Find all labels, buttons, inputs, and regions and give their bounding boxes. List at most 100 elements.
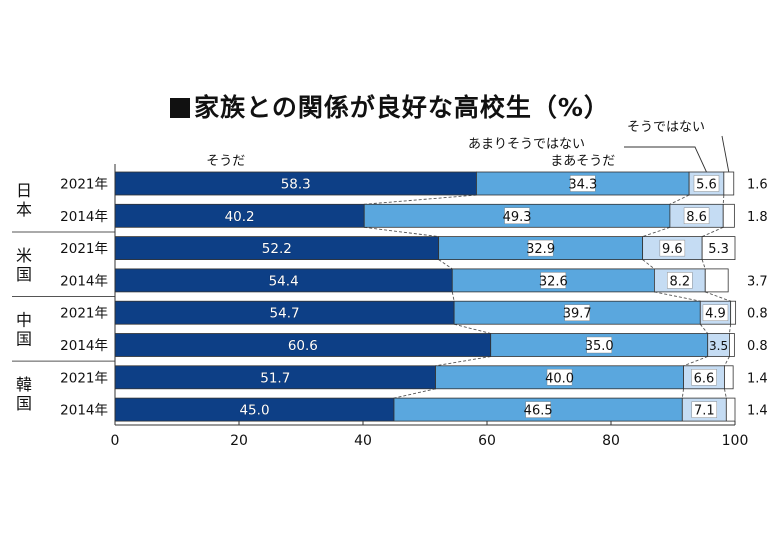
- data-label: 32.9: [526, 242, 555, 257]
- country-label-char: 米: [16, 246, 32, 265]
- x-tick-label: 60: [478, 433, 496, 449]
- chart-title: 家族との関係が良好な高校生（%）: [0, 88, 780, 124]
- data-label: 32.6: [539, 274, 568, 289]
- row-year-label: 2014年: [60, 209, 108, 225]
- bar-segment: [722, 203, 735, 228]
- country-label-char: 国: [16, 329, 32, 348]
- connector-line: [681, 388, 684, 399]
- row-year-label: 2014年: [60, 403, 108, 419]
- bar-segment: [729, 333, 735, 357]
- row-year-label: 2021年: [60, 370, 108, 386]
- data-label: 8.6: [686, 210, 707, 225]
- country-label-char: 韓: [16, 375, 32, 394]
- data-label-box: [702, 304, 729, 321]
- data-label: 1.8: [747, 210, 768, 225]
- legend-label: そうではない: [627, 120, 705, 135]
- connector-line: [364, 194, 477, 205]
- connector-line: [435, 356, 491, 367]
- data-label: 46.5: [524, 404, 553, 419]
- data-label: 34.3: [568, 178, 597, 193]
- country-label-char: 国: [16, 265, 32, 284]
- data-label: 7.1: [694, 404, 715, 419]
- legend-leader-line: [624, 146, 707, 173]
- row-year-label: 2014年: [60, 273, 108, 289]
- data-label: 54.4: [269, 273, 299, 289]
- connector-line: [364, 226, 439, 238]
- connector-line: [701, 259, 706, 270]
- connector-line: [699, 323, 709, 334]
- data-label-box: [683, 207, 710, 225]
- bar-segment: [723, 171, 735, 196]
- data-label: 52.2: [262, 241, 292, 257]
- data-label-box: [570, 175, 596, 192]
- connector-line: [451, 291, 455, 302]
- bar-segment: [701, 236, 736, 261]
- data-label-box: [564, 304, 590, 321]
- data-label: 35.0: [585, 339, 614, 354]
- data-label: 40.0: [545, 371, 574, 386]
- data-label-box: [540, 272, 567, 289]
- data-label: 1.4: [747, 404, 768, 419]
- data-label: 45.0: [239, 403, 269, 419]
- x-tick-label: 80: [602, 433, 620, 449]
- data-label: 3.7: [747, 274, 768, 289]
- legend-label: まあそうだ: [550, 154, 615, 169]
- data-label: 0.8: [747, 307, 768, 322]
- data-label-box: [691, 401, 718, 418]
- x-tick-label: 100: [722, 433, 749, 449]
- title-square-icon: [170, 98, 191, 118]
- data-label: 54.7: [270, 306, 300, 322]
- row-year-label: 2021年: [60, 177, 108, 193]
- bar-segment: [724, 365, 734, 390]
- row-year-label: 2021年: [60, 241, 108, 257]
- country-label-char: 日: [16, 181, 32, 200]
- chart-title-text: 家族との関係が良好な高校生（%）: [194, 93, 610, 122]
- data-label: 60.6: [288, 338, 318, 354]
- connector-line: [438, 259, 453, 270]
- data-label-box: [504, 207, 530, 225]
- connector-line: [454, 323, 491, 334]
- bar-segment: [730, 300, 737, 325]
- data-label-box: [546, 369, 573, 386]
- connector-line: [728, 324, 732, 334]
- data-label-box: [527, 239, 554, 257]
- connector-line: [701, 226, 724, 238]
- data-label: 49.3: [503, 210, 532, 225]
- connector-line: [393, 388, 436, 399]
- connector-line: [669, 194, 690, 205]
- x-tick-label: 0: [111, 433, 120, 449]
- data-label-box: [693, 175, 720, 192]
- row-year-label: 2021年: [60, 306, 108, 322]
- legend-label: あまりそうではない: [468, 137, 585, 152]
- data-label: 39.7: [563, 307, 592, 322]
- data-label: 9.6: [662, 242, 683, 257]
- data-label-box: [659, 239, 686, 257]
- row-year-label: 2014年: [60, 338, 108, 354]
- data-label: 0.8: [747, 339, 768, 354]
- data-label: 8.2: [669, 274, 690, 289]
- connector-line: [642, 226, 671, 238]
- connector-line: [642, 259, 655, 270]
- data-label: 58.3: [281, 177, 311, 193]
- connector-line: [724, 388, 727, 399]
- country-label-char: 国: [16, 394, 32, 413]
- country-label-char: 中: [16, 310, 32, 329]
- data-label: 6.6: [694, 371, 715, 386]
- bar-segment: [725, 397, 736, 422]
- data-label: 4.9: [705, 307, 726, 322]
- data-label: 5.6: [696, 178, 717, 193]
- data-label-box: [525, 401, 551, 418]
- data-label: 5.3: [708, 242, 729, 257]
- country-label-char: 本: [16, 200, 32, 219]
- data-label: 1.6: [747, 178, 768, 193]
- legend-leader-line: [721, 135, 730, 173]
- data-label: 40.2: [225, 209, 255, 225]
- data-label-box: [691, 369, 717, 386]
- bar-segment: [704, 268, 729, 293]
- legend-label: そうだ: [206, 154, 245, 169]
- data-label-box: [667, 272, 693, 289]
- connector-line: [705, 291, 731, 302]
- connector-line: [724, 356, 730, 367]
- x-tick-label: 20: [230, 433, 248, 449]
